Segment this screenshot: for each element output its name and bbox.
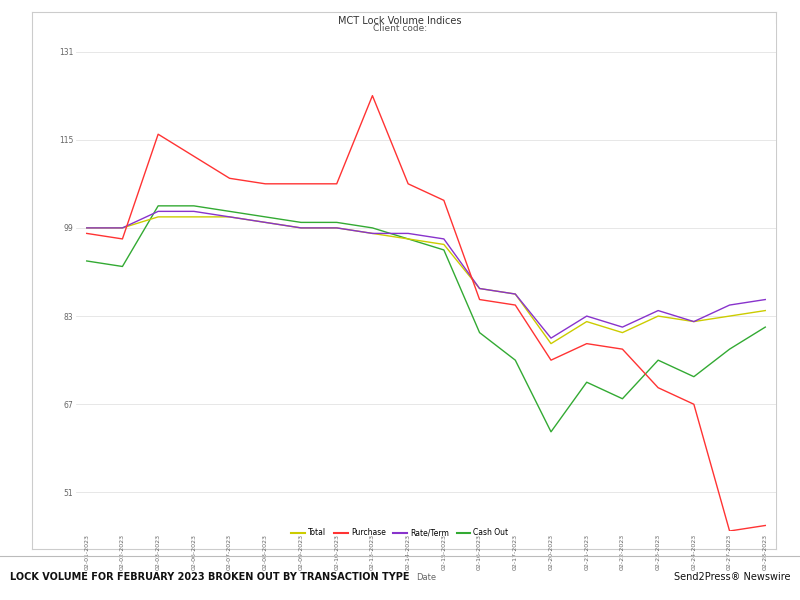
- Rate/Term: [582, 313, 591, 320]
- Rate/Term: [118, 224, 127, 232]
- Total: [154, 213, 163, 220]
- Purchase: [474, 296, 484, 303]
- Total: [546, 340, 556, 347]
- Cash Out: [368, 224, 378, 232]
- Rate/Term: [725, 301, 734, 308]
- Cash Out: [261, 213, 270, 220]
- Cash Out: [761, 323, 770, 331]
- Rate/Term: [761, 296, 770, 303]
- X-axis label: Date: Date: [416, 573, 436, 582]
- Text: Send2Press® Newswire: Send2Press® Newswire: [674, 572, 790, 583]
- Text: Client code:: Client code:: [373, 25, 427, 34]
- Total: [118, 224, 127, 232]
- Total: [332, 224, 342, 232]
- Purchase: [618, 346, 627, 353]
- Total: [582, 318, 591, 325]
- Rate/Term: [546, 335, 556, 342]
- Cash Out: [510, 356, 520, 364]
- Purchase: [725, 527, 734, 535]
- Purchase: [368, 92, 378, 99]
- Line: Rate/Term: Rate/Term: [86, 211, 766, 338]
- Purchase: [154, 131, 163, 138]
- Line: Purchase: Purchase: [86, 95, 766, 531]
- Cash Out: [154, 202, 163, 209]
- Purchase: [582, 340, 591, 347]
- Cash Out: [654, 356, 663, 364]
- Purchase: [296, 180, 306, 187]
- Cash Out: [189, 202, 198, 209]
- Cash Out: [546, 428, 556, 436]
- Purchase: [510, 301, 520, 308]
- Total: [368, 230, 378, 237]
- Rate/Term: [332, 224, 342, 232]
- Cash Out: [403, 235, 413, 242]
- Total: [82, 224, 91, 232]
- Cash Out: [82, 257, 91, 265]
- Text: LOCK VOLUME FOR FEBRUARY 2023 BROKEN OUT BY TRANSACTION TYPE: LOCK VOLUME FOR FEBRUARY 2023 BROKEN OUT…: [10, 572, 409, 583]
- Purchase: [118, 235, 127, 242]
- Total: [689, 318, 698, 325]
- Cash Out: [689, 373, 698, 380]
- Legend: Total, Purchase, Rate/Term, Cash Out: Total, Purchase, Rate/Term, Cash Out: [288, 525, 512, 541]
- Purchase: [403, 180, 413, 187]
- Rate/Term: [654, 307, 663, 314]
- Rate/Term: [510, 290, 520, 298]
- Total: [725, 313, 734, 320]
- Rate/Term: [618, 323, 627, 331]
- Cash Out: [582, 379, 591, 386]
- Cash Out: [296, 219, 306, 226]
- Rate/Term: [474, 285, 484, 292]
- Cash Out: [225, 208, 234, 215]
- Text: MCT Lock Volume Indices: MCT Lock Volume Indices: [338, 16, 462, 26]
- Rate/Term: [368, 230, 378, 237]
- Total: [761, 307, 770, 314]
- Rate/Term: [296, 224, 306, 232]
- Purchase: [546, 356, 556, 364]
- Rate/Term: [689, 318, 698, 325]
- Purchase: [82, 230, 91, 237]
- Purchase: [225, 175, 234, 182]
- Purchase: [654, 384, 663, 391]
- Cash Out: [474, 329, 484, 336]
- Total: [225, 213, 234, 220]
- Rate/Term: [261, 219, 270, 226]
- Total: [439, 241, 449, 248]
- Total: [654, 313, 663, 320]
- Rate/Term: [403, 230, 413, 237]
- Cash Out: [725, 346, 734, 353]
- Purchase: [689, 401, 698, 408]
- Total: [296, 224, 306, 232]
- Line: Cash Out: Cash Out: [86, 206, 766, 432]
- Purchase: [332, 180, 342, 187]
- Purchase: [439, 197, 449, 204]
- Purchase: [189, 152, 198, 160]
- Total: [189, 213, 198, 220]
- Total: [261, 219, 270, 226]
- Rate/Term: [439, 235, 449, 242]
- Cash Out: [118, 263, 127, 270]
- Rate/Term: [189, 208, 198, 215]
- Total: [474, 285, 484, 292]
- Purchase: [261, 180, 270, 187]
- Line: Total: Total: [86, 217, 766, 344]
- Cash Out: [332, 219, 342, 226]
- Cash Out: [618, 395, 627, 403]
- Rate/Term: [225, 213, 234, 220]
- Total: [618, 329, 627, 336]
- Rate/Term: [154, 208, 163, 215]
- Total: [403, 235, 413, 242]
- Total: [510, 290, 520, 298]
- Cash Out: [439, 247, 449, 254]
- Purchase: [761, 522, 770, 529]
- Rate/Term: [82, 224, 91, 232]
